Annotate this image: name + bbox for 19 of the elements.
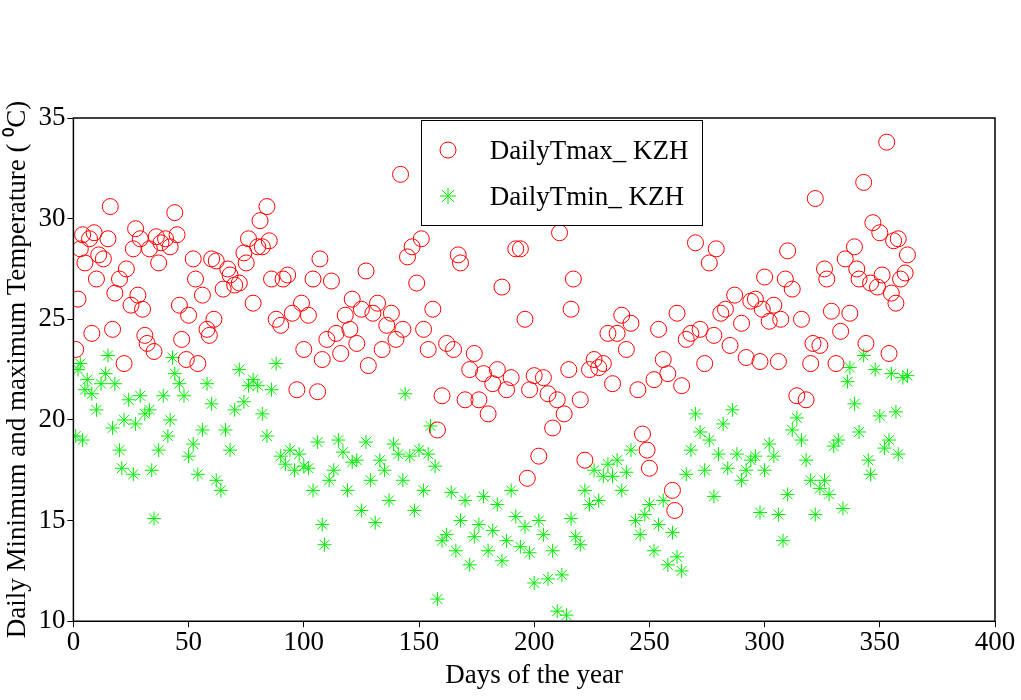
y-tick-label: 15 (38, 503, 66, 534)
y-axis-title: Daily Minimum and maximum Temperature ( ⁰C) (1, 100, 32, 639)
x-axis-title: Days of the year (445, 658, 624, 689)
y-tick-label: 35 (38, 101, 66, 132)
legend-label: DailyTmin_ KZH (489, 180, 684, 212)
x-tick-label: 150 (398, 626, 440, 657)
y-tick-label: 30 (38, 201, 66, 232)
x-tick-label: 400 (974, 626, 1016, 657)
y-tick-label: 20 (38, 403, 66, 434)
x-tick-label: 100 (283, 626, 325, 657)
y-tick-label: 25 (38, 302, 66, 333)
x-tick-label: 350 (859, 626, 901, 657)
x-tick-label: 300 (744, 626, 785, 657)
x-tick-label: 200 (513, 626, 555, 657)
y-tick-label: 10 (38, 604, 66, 635)
legend-label: DailyTmax_ KZH (489, 134, 689, 166)
x-tick-label: 250 (629, 626, 670, 657)
x-tick-label: 50 (175, 626, 203, 657)
x-tick-label: 0 (66, 626, 81, 657)
